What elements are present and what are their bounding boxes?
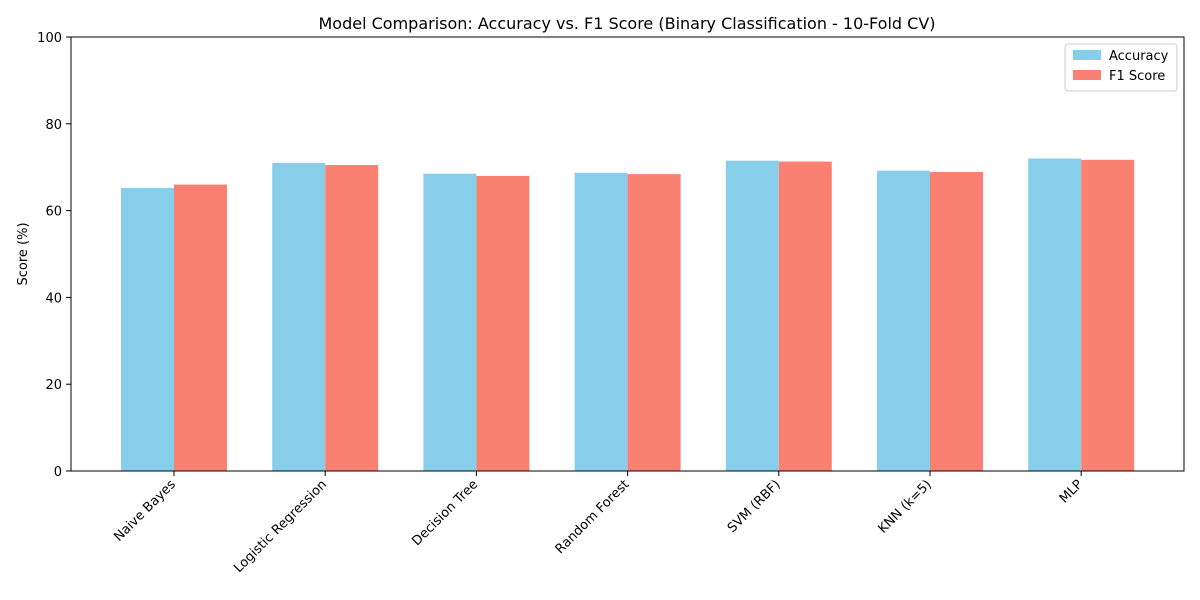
legend-label-accuracy: Accuracy	[1109, 49, 1169, 64]
x-axis: Naive Bayes Logistic Regression Decision T…	[111, 471, 1086, 576]
legend-swatch-f1	[1073, 70, 1101, 80]
x-tick-label: Logistic Regression	[231, 477, 330, 576]
y-axis-label: Score (%)	[16, 222, 31, 285]
bars-group	[121, 158, 1135, 472]
bar-f1-1	[325, 165, 379, 471]
bar-accuracy-3	[574, 172, 628, 472]
y-tick-label: 40	[45, 291, 62, 306]
plot-frame	[70, 36, 1185, 472]
bar-f1-5	[930, 171, 983, 471]
y-tick-label: 20	[45, 378, 62, 393]
bar-f1-0	[174, 184, 227, 471]
y-tick-label: 0	[54, 465, 62, 480]
x-tick-label: KNN (k=5)	[875, 477, 934, 536]
y-tick-label: 80	[45, 118, 62, 133]
bar-accuracy-0	[121, 188, 174, 472]
legend: Accuracy F1 Score	[1064, 43, 1178, 92]
bar-accuracy-2	[423, 173, 477, 471]
y-tick-label: 60	[45, 205, 62, 220]
x-tick-label: SVM (RBF)	[725, 477, 784, 536]
bar-f1-2	[476, 175, 530, 471]
x-tick-label: MLP	[1057, 477, 1086, 506]
bar-accuracy-4	[725, 160, 779, 471]
x-tick-label: Decision Tree	[409, 477, 481, 549]
y-tick-label: 100	[37, 31, 62, 46]
bar-f1-3	[627, 174, 681, 472]
bar-accuracy-5	[877, 170, 930, 471]
chart-title: Model Comparison: Accuracy vs. F1 Score …	[318, 14, 935, 33]
x-tick-label: Naive Bayes	[111, 477, 179, 545]
bar-accuracy-1	[272, 162, 326, 472]
bar-accuracy-6	[1028, 158, 1082, 471]
y-axis: 0 20 40 60 80 100	[37, 31, 71, 480]
bar-f1-4	[778, 161, 832, 472]
legend-label-f1: F1 Score	[1109, 69, 1165, 84]
x-tick-label: Random Forest	[553, 477, 633, 557]
legend-swatch-accuracy	[1073, 50, 1101, 60]
bar-f1-6	[1081, 159, 1135, 471]
